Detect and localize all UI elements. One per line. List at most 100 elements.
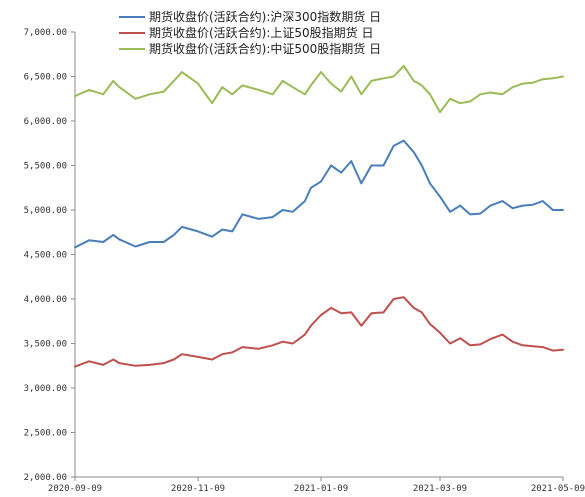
data-point [383, 78, 385, 80]
data-point [502, 200, 504, 202]
data-point [163, 91, 165, 93]
data-point [113, 80, 115, 82]
data-point [413, 307, 415, 309]
data-point [320, 181, 322, 183]
data-point [232, 352, 234, 354]
y-tick-label: 6,000.00 [24, 117, 67, 127]
data-point [512, 86, 514, 88]
series-line [75, 297, 563, 366]
data-point [351, 312, 353, 314]
y-axis: 2,000.00 2,500.00 3,000.00 3,500.00 4,000.00… [24, 28, 75, 483]
data-point [522, 205, 524, 207]
legend-label: 期货收盘价(活跃合约):沪深300指数期货 日 [149, 9, 381, 24]
x-axis: 2020-09-09 2020-11-09 2021-01-09 2021-03-09… [48, 477, 585, 494]
data-point [242, 346, 244, 348]
data-point [181, 353, 183, 355]
data-point [221, 229, 223, 231]
data-point [113, 234, 115, 236]
data-point [371, 80, 373, 82]
data-point [371, 165, 373, 167]
data-point [232, 94, 234, 96]
data-point [163, 362, 165, 364]
data-point [221, 353, 223, 355]
data-point [351, 160, 353, 162]
data-point [292, 86, 294, 88]
data-point [449, 343, 451, 345]
data-point [272, 216, 274, 218]
y-tick-label: 2,000.00 [24, 473, 67, 483]
data-point [459, 337, 461, 339]
data-point [413, 151, 415, 153]
x-tick-label: 2021-03-09 [413, 484, 467, 494]
data-point [258, 218, 260, 220]
x-tick-label: 2021-05-09 [531, 484, 585, 494]
legend-item-0: 期货收盘价(活跃合约):沪深300指数期货 日 [119, 9, 381, 24]
data-point [173, 80, 175, 82]
data-point [542, 346, 544, 348]
x-tick-label: 2020-11-09 [171, 484, 225, 494]
data-point [211, 359, 213, 361]
data-point [552, 350, 554, 352]
data-point [532, 204, 534, 206]
data-point [502, 94, 504, 96]
data-point [490, 205, 492, 207]
data-point [102, 94, 104, 96]
y-tick-label: 3,500.00 [24, 340, 67, 350]
data-point [429, 183, 431, 185]
data-point [532, 82, 534, 84]
data-point [310, 325, 312, 327]
data-point [449, 211, 451, 213]
data-point [383, 312, 385, 314]
data-point [469, 345, 471, 347]
series-2 [74, 65, 564, 113]
data-point [282, 209, 284, 211]
data-point [542, 200, 544, 202]
data-point [330, 165, 332, 167]
data-point [429, 323, 431, 325]
data-point [74, 247, 76, 249]
legend-label: 期货收盘价(活跃合约):上证50股指期货 日 [149, 25, 374, 40]
y-tick-label: 4,000.00 [24, 295, 67, 305]
y-tick-label: 4,500.00 [24, 251, 67, 261]
series-0 [74, 140, 564, 248]
data-point [490, 92, 492, 94]
data-point [552, 78, 554, 80]
data-point [532, 345, 534, 347]
data-point [351, 76, 353, 78]
legend: 期货收盘价(活跃合约):沪深300指数期货 日期货收盘价(活跃合约):上证50股… [119, 9, 381, 56]
data-point [480, 344, 482, 346]
data-point [429, 94, 431, 96]
legend-item-2: 期货收盘价(活跃合约):中证500股指期货 日 [119, 41, 381, 56]
data-point [242, 214, 244, 216]
y-tick-label: 5,000.00 [24, 206, 67, 216]
data-point [421, 165, 423, 167]
data-point [282, 80, 284, 82]
plot-series [74, 65, 564, 367]
data-point [469, 214, 471, 216]
data-point [211, 236, 213, 238]
data-point [88, 240, 90, 242]
data-point [361, 183, 363, 185]
data-point [197, 83, 199, 85]
data-point [393, 76, 395, 78]
data-point [562, 349, 564, 351]
data-point [304, 200, 306, 202]
data-point [512, 207, 514, 209]
data-point [135, 365, 137, 367]
data-point [181, 71, 183, 73]
data-point [480, 94, 482, 96]
data-point [449, 98, 451, 100]
data-point [258, 348, 260, 350]
data-point [221, 86, 223, 88]
data-point [421, 312, 423, 314]
data-point [542, 78, 544, 80]
data-point [135, 246, 137, 248]
data-point [102, 241, 104, 243]
data-point [135, 98, 137, 100]
data-point [459, 102, 461, 104]
data-point [88, 361, 90, 363]
data-point [490, 338, 492, 340]
x-tick-label: 2020-09-09 [48, 484, 102, 494]
data-point [258, 89, 260, 91]
data-point [292, 211, 294, 213]
